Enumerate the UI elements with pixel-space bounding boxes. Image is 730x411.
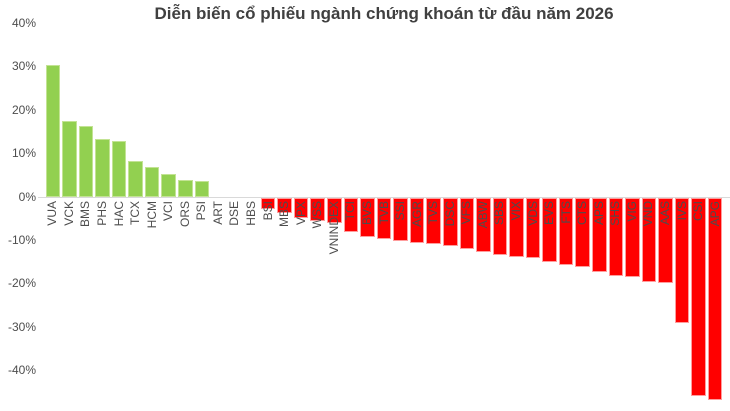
bar-EVS bbox=[542, 198, 557, 263]
x-tick-label-TVB: TVB bbox=[376, 201, 391, 225]
x-tick-label-BSI: BSI bbox=[260, 201, 275, 221]
bar-VCI bbox=[161, 174, 176, 197]
x-tick-label-PHS: PHS bbox=[94, 201, 109, 226]
chart-title: Diễn biến cổ phiếu ngành chứng khoán từ … bbox=[154, 4, 614, 23]
x-tick-label-HAC: HAC bbox=[111, 201, 126, 227]
bar-BMS bbox=[78, 125, 94, 197]
bar-BSI bbox=[260, 198, 276, 210]
bar-VND bbox=[641, 198, 657, 282]
y-tick-label--30: -30% bbox=[7, 319, 36, 334]
x-tick-label-TCX: TCX bbox=[128, 201, 143, 225]
zero-axis-line bbox=[38, 197, 730, 198]
x-tick-label-HCM: HCM bbox=[144, 201, 159, 229]
bar-DSC bbox=[442, 198, 458, 246]
y-tick-label-40: 40% bbox=[11, 15, 36, 30]
x-tick-label-WSS: WSS bbox=[310, 201, 325, 229]
y-tick-label--20: -20% bbox=[7, 276, 36, 291]
bar-ORS bbox=[177, 179, 193, 197]
x-tick-label-VIG: VIG bbox=[624, 201, 639, 222]
x-tick-label-PSI: PSI bbox=[194, 201, 209, 221]
bar-AGR bbox=[409, 198, 425, 244]
bar-VCK bbox=[62, 121, 77, 197]
bar-PSI bbox=[194, 181, 210, 197]
bar-MBS bbox=[277, 198, 292, 214]
x-tick-label-SBS: SBS bbox=[492, 201, 507, 226]
y-tick-label-20: 20% bbox=[11, 102, 36, 117]
bar-CSI bbox=[691, 198, 706, 396]
bar-APS bbox=[591, 198, 607, 272]
y-tick-label-0: 0% bbox=[18, 189, 36, 204]
x-tick-label-AGR: AGR bbox=[409, 201, 424, 228]
x-tick-label-CSI: CSI bbox=[691, 201, 706, 222]
bar-VUA bbox=[45, 64, 61, 197]
x-tick-label-DSC: DSC bbox=[442, 201, 457, 227]
y-tick-label--40: -40% bbox=[7, 363, 36, 378]
bar-VPX bbox=[293, 198, 309, 218]
x-tick-label-VDS: VDS bbox=[525, 201, 540, 226]
y-tick-label-30: 30% bbox=[11, 59, 36, 74]
x-tick-label-TCI: TCI bbox=[343, 201, 358, 221]
x-tick-label-ABW: ABW bbox=[475, 201, 490, 229]
x-tick-label-DSE: DSE bbox=[227, 201, 242, 226]
x-tick-label-IVS: IVS bbox=[674, 201, 689, 221]
x-tick-label-SHS: SHS bbox=[608, 201, 623, 226]
x-tick-label-ART: ART bbox=[210, 201, 225, 225]
y-tick-label-10: 10% bbox=[11, 146, 36, 161]
x-tick-label-VFS: VFS bbox=[459, 201, 474, 225]
bar-VIG bbox=[625, 198, 640, 277]
bar-TCX bbox=[128, 160, 143, 197]
bar-VFS bbox=[459, 198, 475, 250]
x-tick-label-VCI: VCI bbox=[161, 201, 176, 222]
bar-SHS bbox=[608, 198, 624, 276]
x-tick-label-TVS: TVS bbox=[426, 201, 441, 225]
x-tick-label-APG: APG bbox=[707, 201, 722, 227]
bar-VNINDEX bbox=[327, 198, 342, 224]
bar-FTS bbox=[558, 198, 574, 266]
x-tick-label-APS: APS bbox=[591, 201, 606, 226]
x-tick-label-AAS: AAS bbox=[658, 201, 673, 226]
bar-TVS bbox=[426, 198, 441, 245]
bar-APG bbox=[707, 198, 723, 400]
x-tick-label-VCK: VCK bbox=[61, 201, 76, 226]
bar-ABW bbox=[476, 198, 491, 252]
bar-VDS bbox=[525, 198, 541, 258]
bar-HAC bbox=[111, 141, 127, 197]
x-tick-label-BVS: BVS bbox=[359, 201, 374, 226]
y-tick-label--10: -10% bbox=[7, 232, 36, 247]
bar-BVS bbox=[360, 198, 375, 237]
x-tick-label-VIX: VIX bbox=[508, 201, 523, 221]
x-tick-label-ORS: ORS bbox=[177, 201, 192, 228]
x-tick-label-VNINDEX: VNINDEX bbox=[326, 201, 341, 255]
x-tick-label-FTS: FTS bbox=[558, 201, 573, 224]
bar-VIX bbox=[509, 198, 524, 258]
x-tick-label-CTS: CTS bbox=[575, 201, 590, 225]
x-tick-label-VND: VND bbox=[641, 201, 656, 227]
x-tick-label-VUA: VUA bbox=[45, 201, 60, 226]
bar-SSI bbox=[393, 198, 408, 242]
bar-AAS bbox=[658, 198, 673, 284]
bar-PHS bbox=[95, 138, 110, 197]
bar-IVS bbox=[674, 198, 690, 323]
x-tick-label-EVS: EVS bbox=[542, 201, 557, 226]
bar-WSS bbox=[310, 198, 326, 221]
bar-TVB bbox=[376, 198, 392, 240]
bar-CTS bbox=[575, 198, 590, 267]
x-tick-label-MBS: MBS bbox=[277, 201, 292, 228]
bar-HCM bbox=[144, 167, 160, 197]
bar-TCI bbox=[343, 198, 359, 232]
bar-SBS bbox=[492, 198, 508, 256]
x-tick-label-SSI: SSI bbox=[393, 201, 408, 221]
x-tick-label-HBS: HBS bbox=[244, 201, 259, 226]
x-tick-label-VPX: VPX bbox=[293, 201, 308, 226]
x-tick-label-BMS: BMS bbox=[78, 201, 93, 228]
